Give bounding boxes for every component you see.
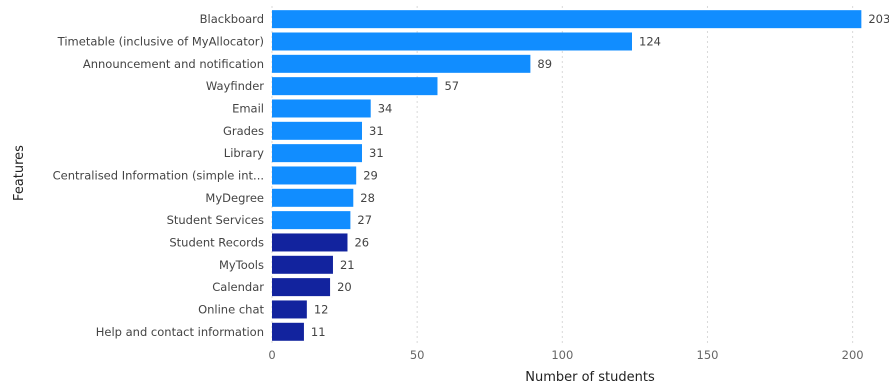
category-label: Blackboard [200, 12, 264, 26]
data-label: 57 [444, 79, 459, 93]
category-label: MyDegree [205, 191, 264, 205]
bar[interactable] [272, 300, 307, 319]
data-label: 26 [354, 235, 369, 249]
x-tick-label: 0 [268, 348, 275, 362]
category-label: Help and contact information [96, 325, 264, 339]
data-label: 27 [357, 213, 372, 227]
x-tick-label: 200 [842, 348, 864, 362]
bar[interactable] [272, 233, 348, 252]
bar[interactable] [272, 278, 331, 297]
data-label: 124 [639, 34, 661, 48]
category-label: Student Services [167, 213, 264, 227]
data-label: 11 [311, 325, 326, 339]
category-label: Student Records [169, 235, 264, 249]
data-label: 29 [363, 168, 378, 182]
data-label: 28 [360, 191, 375, 205]
x-tick-label: 150 [697, 348, 719, 362]
bar[interactable] [272, 255, 333, 274]
labels: 0 50 100 150 200 Blackboard 203 Timetable (incl… [53, 12, 889, 362]
bar[interactable] [272, 211, 351, 230]
bar[interactable] [272, 166, 357, 185]
bar[interactable] [272, 32, 632, 51]
bar[interactable] [272, 99, 371, 118]
category-label: MyTools [219, 258, 264, 272]
bars [272, 10, 862, 341]
data-label: 12 [314, 302, 329, 316]
y-axis-title: Features [12, 145, 27, 201]
category-label: Wayfinder [206, 79, 264, 93]
category-label: Library [224, 146, 264, 160]
category-label: Announcement and notification [83, 57, 264, 71]
category-label: Timetable (inclusive of MyAllocator) [57, 34, 264, 48]
x-tick-label: 50 [410, 348, 425, 362]
category-label: Email [232, 101, 264, 115]
bar[interactable] [272, 188, 354, 207]
x-tick-label: 100 [551, 348, 573, 362]
data-label: 21 [340, 258, 355, 272]
category-label: Calendar [212, 280, 264, 294]
bar[interactable] [272, 54, 531, 73]
bar[interactable] [272, 77, 438, 96]
category-label: Online chat [198, 302, 264, 316]
data-label: 89 [537, 57, 552, 71]
data-label: 31 [369, 146, 384, 160]
data-label: 31 [369, 124, 384, 138]
bar[interactable] [272, 121, 362, 140]
bar[interactable] [272, 322, 304, 341]
data-label: 20 [337, 280, 352, 294]
bar[interactable] [272, 144, 362, 163]
category-label: Grades [223, 124, 264, 138]
data-label: 34 [378, 101, 393, 115]
bar[interactable] [272, 10, 862, 29]
category-label: Centralised Information (simple int... [53, 168, 264, 182]
data-label: 203 [868, 12, 889, 26]
x-axis-title: Number of students [525, 370, 655, 385]
